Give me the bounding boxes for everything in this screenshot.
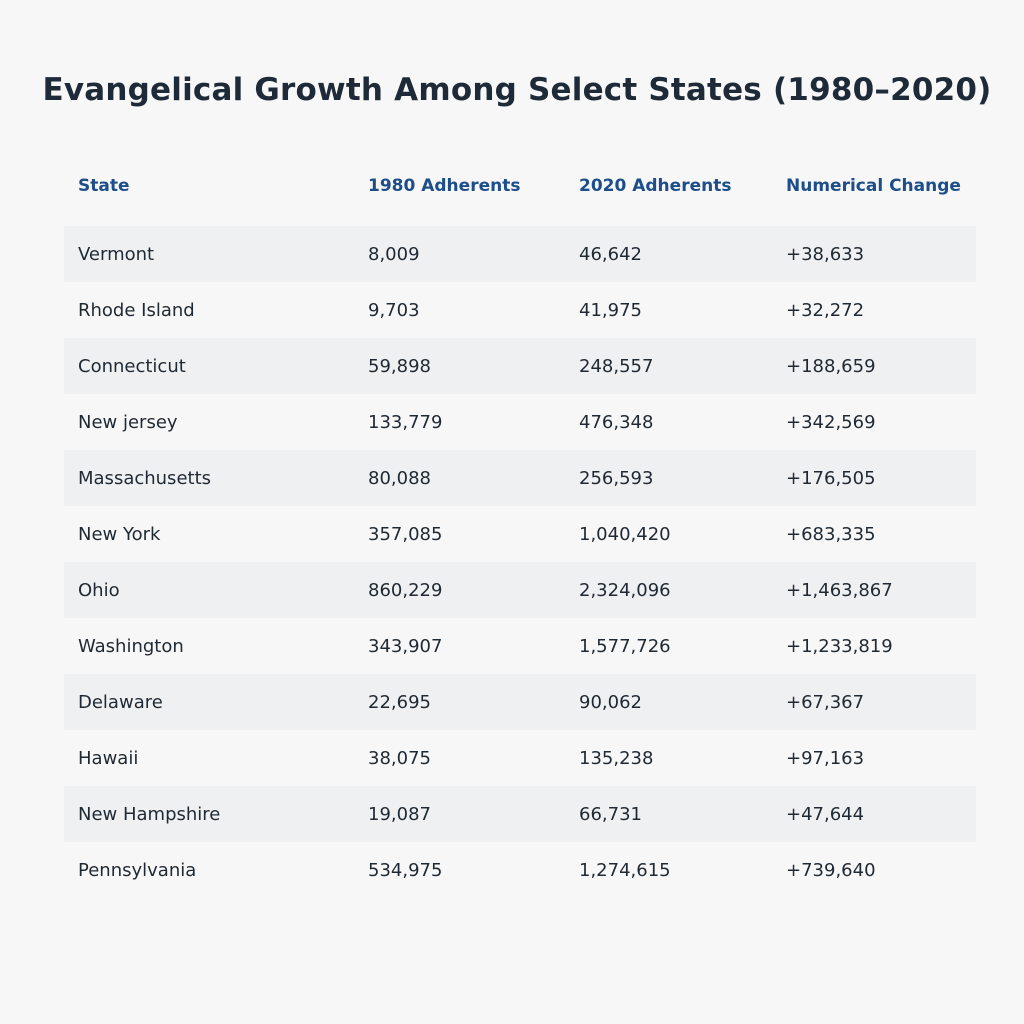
change-cell: +739,640: [786, 859, 876, 881]
table-row: Vermont 8,009 46,642 +38,633: [64, 226, 976, 282]
adherents-2020-cell: 46,642: [579, 243, 642, 265]
adherents-1980-cell: 343,907: [368, 635, 443, 657]
state-cell: Delaware: [78, 691, 163, 713]
change-cell: +188,659: [786, 355, 876, 377]
adherents-2020-cell: 248,557: [579, 355, 654, 377]
change-cell: +176,505: [786, 467, 876, 489]
change-cell: +1,463,867: [786, 579, 893, 601]
adherents-1980-cell: 534,975: [368, 859, 443, 881]
state-cell: New jersey: [78, 411, 178, 433]
state-cell: Massachusetts: [78, 467, 212, 489]
change-cell: +32,272: [786, 299, 865, 321]
data-table: State 1980 Adherents 2020 Adherents Nume…: [64, 158, 976, 898]
adherents-2020-cell: 66,731: [579, 803, 642, 825]
table-row: Rhode Island 9,703 41,975 +32,272: [64, 282, 976, 338]
change-cell: +97,163: [786, 747, 865, 769]
adherents-1980-cell: 22,695: [368, 691, 431, 713]
adherents-2020-cell: 256,593: [579, 467, 654, 489]
state-cell: Ohio: [78, 579, 120, 601]
column-header-1980: 1980 Adherents: [368, 176, 521, 196]
change-cell: +38,633: [786, 243, 865, 265]
adherents-1980-cell: 860,229: [368, 579, 443, 601]
table-row: New jersey 133,779 476,348 +342,569: [64, 394, 976, 450]
table-row: Pennsylvania 534,975 1,274,615 +739,640: [64, 842, 976, 898]
change-cell: +1,233,819: [786, 635, 893, 657]
adherents-2020-cell: 2,324,096: [579, 579, 671, 601]
change-cell: +67,367: [786, 691, 865, 713]
table-title: Evangelical Growth Among Select States (…: [42, 72, 992, 108]
table-row: Connecticut 59,898 248,557 +188,659: [64, 338, 976, 394]
change-cell: +47,644: [786, 803, 865, 825]
table-row: New York 357,085 1,040,420 +683,335: [64, 506, 976, 562]
adherents-2020-cell: 1,040,420: [579, 523, 671, 545]
adherents-1980-cell: 38,075: [368, 747, 431, 769]
table-row: New Hampshire 19,087 66,731 +47,644: [64, 786, 976, 842]
table-body: Vermont 8,009 46,642 +38,633 Rhode Island 9,7…: [64, 226, 976, 898]
table-row: Hawaii 38,075 135,238 +97,163: [64, 730, 976, 786]
table-header-row: State 1980 Adherents 2020 Adherents Nume…: [64, 158, 976, 214]
adherents-2020-cell: 1,577,726: [579, 635, 671, 657]
state-cell: Hawaii: [78, 747, 139, 769]
adherents-1980-cell: 59,898: [368, 355, 431, 377]
state-cell: Washington: [78, 635, 184, 657]
adherents-2020-cell: 476,348: [579, 411, 654, 433]
adherents-1980-cell: 9,703: [368, 299, 420, 321]
state-cell: New York: [78, 523, 161, 545]
adherents-1980-cell: 133,779: [368, 411, 443, 433]
adherents-1980-cell: 19,087: [368, 803, 431, 825]
column-header-change: Numerical Change: [786, 176, 961, 196]
column-header-2020: 2020 Adherents: [579, 176, 732, 196]
state-cell: Pennsylvania: [78, 859, 197, 881]
adherents-2020-cell: 1,274,615: [579, 859, 671, 881]
adherents-2020-cell: 90,062: [579, 691, 642, 713]
adherents-2020-cell: 135,238: [579, 747, 654, 769]
table-row: Delaware 22,695 90,062 +67,367: [64, 674, 976, 730]
adherents-1980-cell: 80,088: [368, 467, 431, 489]
adherents-2020-cell: 41,975: [579, 299, 642, 321]
change-cell: +683,335: [786, 523, 876, 545]
adherents-1980-cell: 357,085: [368, 523, 443, 545]
change-cell: +342,569: [786, 411, 876, 433]
state-cell: New Hampshire: [78, 803, 221, 825]
state-cell: Vermont: [78, 243, 155, 265]
table-row: Massachusetts 80,088 256,593 +176,505: [64, 450, 976, 506]
column-header-state: State: [78, 176, 130, 196]
state-cell: Rhode Island: [78, 299, 195, 321]
table-row: Ohio 860,229 2,324,096 +1,463,867: [64, 562, 976, 618]
table-row: Washington 343,907 1,577,726 +1,233,819: [64, 618, 976, 674]
adherents-1980-cell: 8,009: [368, 243, 420, 265]
state-cell: Connecticut: [78, 355, 186, 377]
